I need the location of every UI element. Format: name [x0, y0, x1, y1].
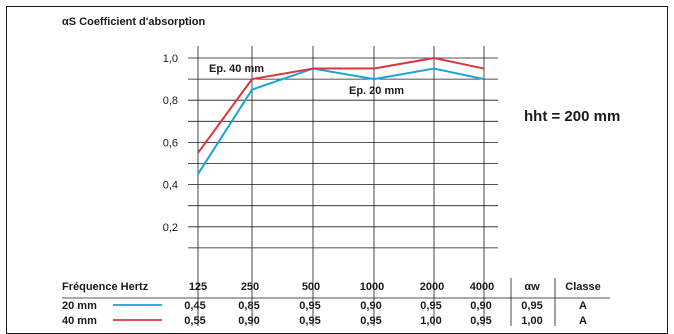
data-label: 0,90 [238, 315, 259, 327]
x-tick-label: 1000 [360, 281, 384, 293]
classe-value: A [579, 300, 587, 312]
data-label: 0,95 [299, 300, 320, 312]
frequency-table: Fréquence Hertz αw Classe 125 250 500 1000 2… [62, 281, 601, 327]
grid [62, 46, 610, 326]
data-label: 0,85 [238, 300, 259, 312]
chart-title: αS Coefficient d'absorption [62, 16, 205, 28]
data-label: 0,95 [420, 300, 441, 312]
y-tick-label: 0,4 [163, 180, 178, 192]
y-tick-label: 0,8 [163, 95, 178, 107]
x-tick-label: 2000 [420, 281, 444, 293]
legend-label: 40 mm [62, 315, 97, 327]
alpha-w-header: αw [524, 281, 540, 293]
x-tick-label: 125 [189, 281, 207, 293]
series-line-20-mm [197, 67, 485, 175]
series-line-40-mm [197, 57, 485, 154]
y-tick-label: 1,0 [163, 53, 178, 65]
alpha-w-value: 1,00 [521, 315, 542, 327]
data-label: 0,55 [184, 315, 205, 327]
data-label: 0,90 [470, 300, 491, 312]
data-label: 0,95 [299, 315, 320, 327]
classe-value: A [579, 315, 587, 327]
y-axis-ticks: 1,0 0,8 0,6 0,4 0,2 [163, 53, 178, 234]
x-tick-label: 4000 [470, 281, 494, 293]
data-label: 0,90 [360, 300, 381, 312]
classe-header: Classe [565, 281, 600, 293]
x-tick-label: 250 [241, 281, 259, 293]
series-label: Ep. 20 mm [349, 85, 404, 97]
xlabel: Fréquence Hertz [62, 281, 149, 293]
series-label: Ep. 40 mm [209, 63, 264, 75]
data-label: 1,00 [420, 315, 441, 327]
y-tick-label: 0,6 [163, 137, 178, 149]
thickness-annotation: hht = 200 mm [524, 108, 620, 125]
chart-frame [6, 6, 668, 334]
y-tick-label: 0,2 [163, 222, 178, 234]
data-label: 0,95 [470, 315, 491, 327]
series-labels: Ep. 20 mm Ep. 40 mm [209, 63, 404, 97]
alpha-w-value: 0,95 [521, 300, 542, 312]
x-tick-label: 500 [302, 281, 320, 293]
series-lines [197, 57, 485, 175]
legend-label: 20 mm [62, 300, 97, 312]
data-label: 0,95 [360, 315, 381, 327]
data-label: 0,45 [184, 300, 205, 312]
